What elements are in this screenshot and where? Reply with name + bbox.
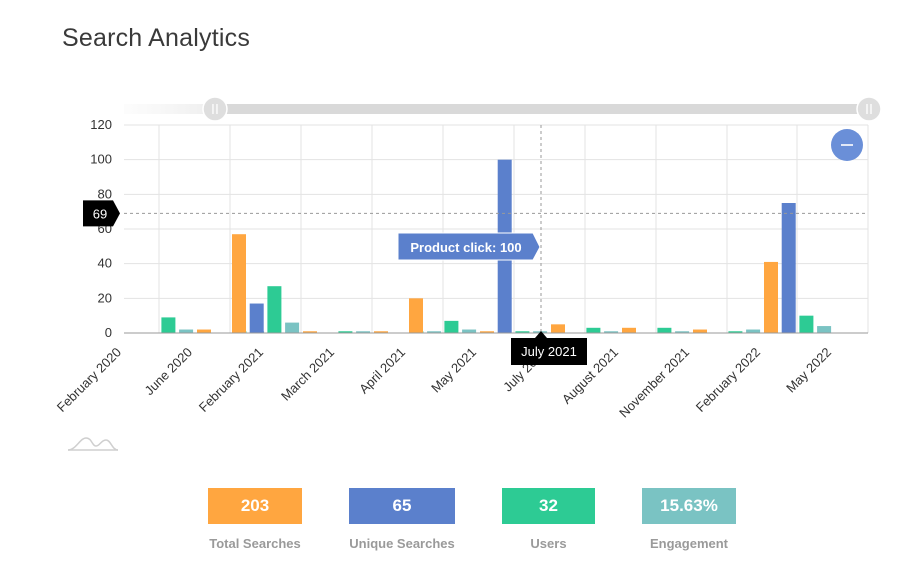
bar-green[interactable] — [728, 331, 743, 333]
stat-label: Engagement — [649, 536, 728, 551]
y-tick-label: 120 — [90, 117, 112, 132]
bar-teal[interactable] — [427, 331, 442, 333]
x-tick-label: May 2021 — [428, 345, 479, 396]
stat-value: 32 — [502, 488, 595, 524]
range-slider-track-left — [124, 104, 215, 114]
y-tick-label: 0 — [105, 325, 112, 340]
crosshair-x-label: July 2021 — [511, 331, 587, 365]
x-tick-label: March 2021 — [278, 345, 337, 404]
stat-value: 15.63% — [642, 488, 736, 524]
sparkline-icon — [67, 437, 119, 451]
x-tick-label: February 2021 — [196, 345, 266, 415]
x-tick-label: November 2021 — [616, 345, 692, 421]
stat-label: Unique Searches — [349, 536, 455, 551]
stat-users: 32 Users — [502, 488, 595, 551]
bar-orange[interactable] — [409, 298, 423, 333]
bar-orange[interactable] — [374, 331, 388, 333]
bar-orange[interactable] — [764, 261, 778, 333]
range-slider-handle-start[interactable] — [202, 96, 228, 122]
y-tick-label: 80 — [98, 186, 112, 201]
stat-value: 203 — [208, 488, 302, 524]
x-tick-label: June 2020 — [142, 345, 196, 399]
crosshair-y-label: 69 — [83, 200, 120, 227]
stat-label: Users — [530, 536, 567, 551]
bar-teal[interactable] — [285, 322, 300, 333]
bar-orange[interactable] — [622, 327, 636, 333]
y-tick-label: 20 — [98, 290, 112, 305]
stat-value: 65 — [349, 488, 455, 524]
bar-green[interactable] — [161, 317, 176, 333]
svg-text:Product click: 100: Product click: 100 — [410, 240, 521, 255]
range-slider[interactable] — [124, 96, 882, 122]
x-tick-label: April 2021 — [356, 345, 408, 397]
range-slider-handle-end[interactable] — [856, 96, 882, 122]
bar-tooltip: Product click: 100 — [397, 232, 541, 261]
range-slider-track — [214, 104, 870, 114]
bar-teal[interactable] — [675, 331, 690, 333]
x-tick-label: February 2022 — [693, 345, 763, 415]
chart-grid — [124, 124, 869, 334]
x-tick-label: May 2022 — [783, 345, 834, 396]
bar-green[interactable] — [267, 286, 282, 333]
y-tick-label: 40 — [98, 256, 112, 271]
stat-engagement: 15.63% Engagement — [642, 488, 736, 551]
stat-unique-searches: 65 Unique Searches — [349, 488, 455, 551]
bar-teal[interactable] — [817, 326, 832, 333]
bar-green[interactable] — [515, 331, 530, 333]
stat-total-searches: 203 Total Searches — [208, 488, 302, 551]
bar-orange[interactable] — [232, 234, 246, 333]
bar-green[interactable] — [657, 327, 672, 333]
zoom-out-button[interactable] — [831, 129, 863, 161]
bar-orange[interactable] — [197, 329, 211, 333]
bar-orange[interactable] — [551, 324, 565, 333]
bar-green[interactable] — [586, 327, 601, 333]
chart-controls[interactable] — [67, 96, 882, 451]
bar-orange[interactable] — [303, 331, 317, 333]
bar-teal[interactable] — [604, 331, 619, 333]
bar-green[interactable] — [444, 320, 459, 333]
stats-row: 203 Total Searches 65 Unique Searches 32 User… — [0, 488, 923, 568]
bar-green[interactable] — [338, 331, 353, 333]
stat-label: Total Searches — [209, 536, 301, 551]
bar-teal[interactable] — [356, 331, 371, 333]
bar-green[interactable] — [799, 315, 814, 333]
y-tick-label: 100 — [90, 152, 112, 167]
chart-bars — [161, 159, 832, 333]
bar-blue[interactable] — [249, 303, 264, 333]
bar-blue[interactable] — [781, 203, 796, 333]
bar-teal[interactable] — [746, 329, 761, 333]
bar-orange[interactable] — [480, 331, 494, 333]
bar-orange[interactable] — [693, 329, 707, 333]
svg-text:69: 69 — [93, 206, 107, 221]
bar-teal[interactable] — [462, 329, 477, 333]
x-tick-label: February 2020 — [54, 345, 124, 415]
bar-teal[interactable] — [179, 329, 194, 333]
svg-text:July 2021: July 2021 — [521, 344, 577, 359]
page-title: Search Analytics — [62, 24, 251, 52]
chart-overlay: 69 July 2021 Product click: 100 — [83, 125, 868, 365]
